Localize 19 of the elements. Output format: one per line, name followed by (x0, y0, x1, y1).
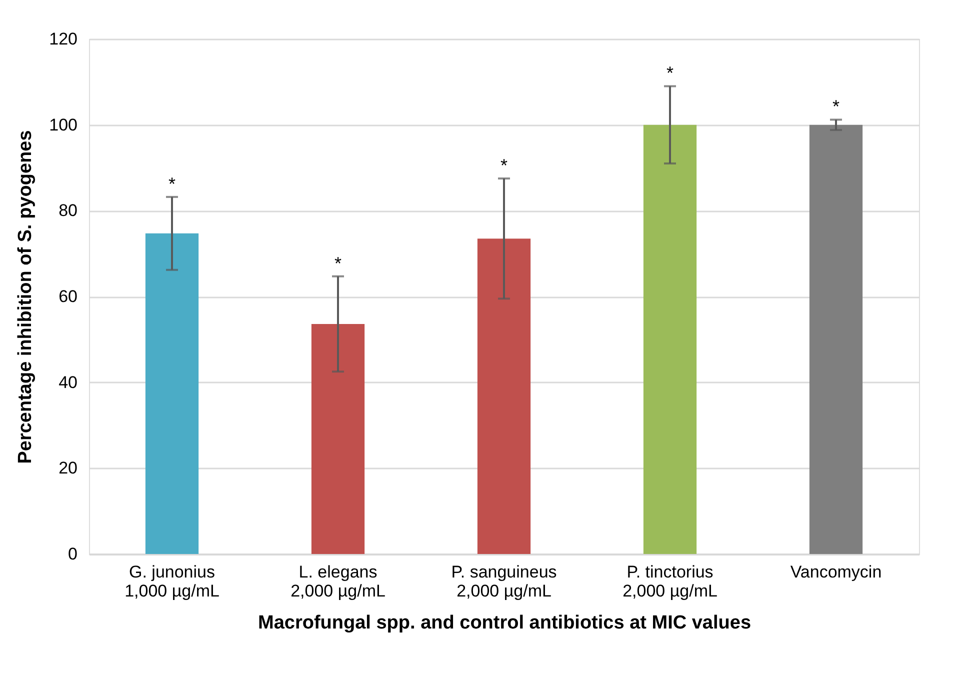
x-tick-label: L. elegans 2,000 µg/mL (290, 562, 386, 600)
y-tick-label: 20 (58, 458, 78, 478)
y-axis-title: Percentage inhibition of S. pyogenes (15, 130, 36, 464)
x-tick-label: P. tinctorius 2,000 µg/mL (622, 562, 718, 600)
x-tick-label: G. junonius 1,000 µg/mL (124, 562, 220, 600)
y-tick-label: 120 (49, 30, 78, 48)
y-tick-label: 100 (49, 115, 78, 134)
x-axis-title: Macrofungal spp. and control antibiotics at MIC values (258, 612, 752, 634)
y-tick-label: 40 (58, 372, 78, 392)
y-tick-label: 80 (58, 201, 78, 220)
y-tick-label: 60 (58, 287, 78, 306)
x-tick-label: P. sanguineus 2,000 µg/mL (451, 562, 557, 600)
annotation: * (168, 174, 176, 194)
y-tick-label: 0 (68, 544, 78, 564)
annotation: * (500, 155, 508, 176)
annotation: * (666, 63, 674, 84)
annotation: * (832, 96, 840, 117)
annotation: * (334, 253, 342, 274)
x-tick-label: Vancomycin (790, 562, 882, 582)
